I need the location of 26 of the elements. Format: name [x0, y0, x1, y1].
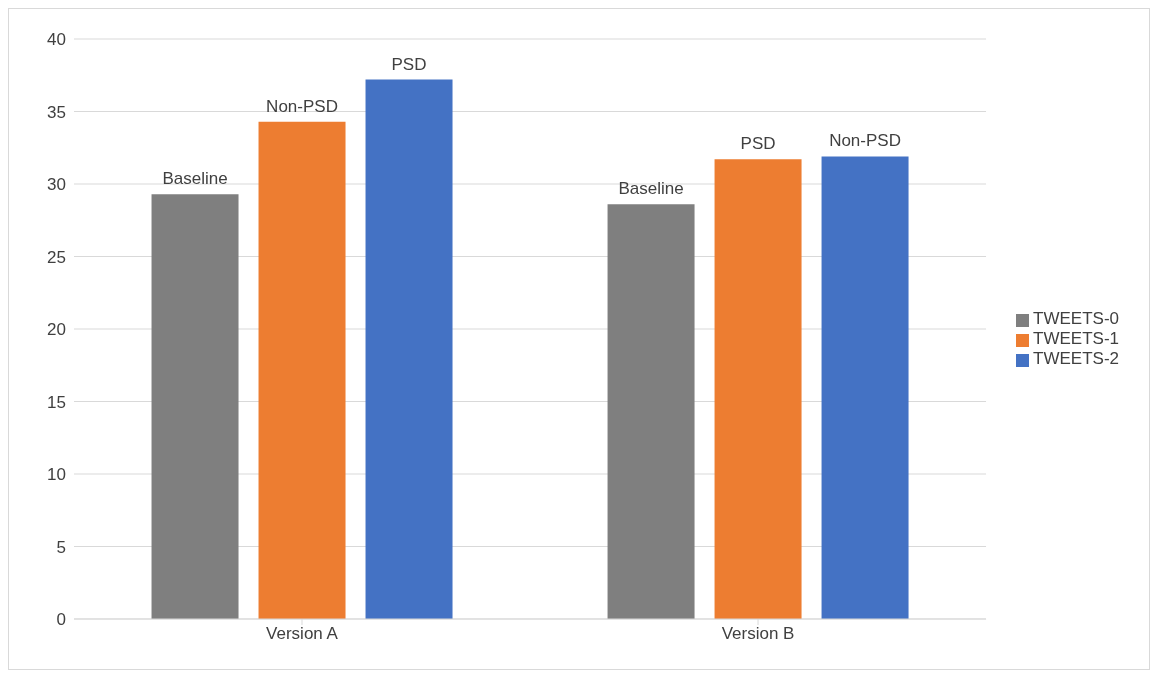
- y-tick-label: 40: [47, 30, 66, 50]
- y-tick-label: 20: [47, 320, 66, 340]
- data-label: PSD: [740, 134, 776, 154]
- legend-label: TWEETS-1: [1033, 329, 1119, 348]
- bar: [151, 194, 239, 619]
- bar: [714, 159, 802, 619]
- bar: [607, 204, 695, 619]
- legend-label: TWEETS-2: [1033, 349, 1119, 368]
- y-tick-label: 15: [47, 392, 66, 412]
- y-tick-label: 5: [56, 537, 66, 557]
- y-tick-label: 10: [47, 465, 66, 485]
- x-tick-label: Version B: [721, 624, 795, 644]
- data-label: Baseline: [618, 179, 684, 199]
- y-tick-label: 30: [47, 175, 66, 195]
- bar: [258, 121, 346, 619]
- data-label: Non-PSD: [829, 131, 901, 151]
- y-tick-label: 25: [47, 247, 66, 267]
- data-label: Baseline: [162, 169, 228, 189]
- legend-label: TWEETS-0: [1033, 309, 1119, 328]
- x-tick-label: Version A: [266, 624, 339, 644]
- data-label: PSD: [391, 54, 427, 74]
- bar: [365, 79, 453, 619]
- y-tick-label: 0: [56, 610, 66, 630]
- y-tick-label: 35: [47, 102, 66, 122]
- bar: [821, 156, 909, 619]
- data-label: Non-PSD: [266, 96, 338, 116]
